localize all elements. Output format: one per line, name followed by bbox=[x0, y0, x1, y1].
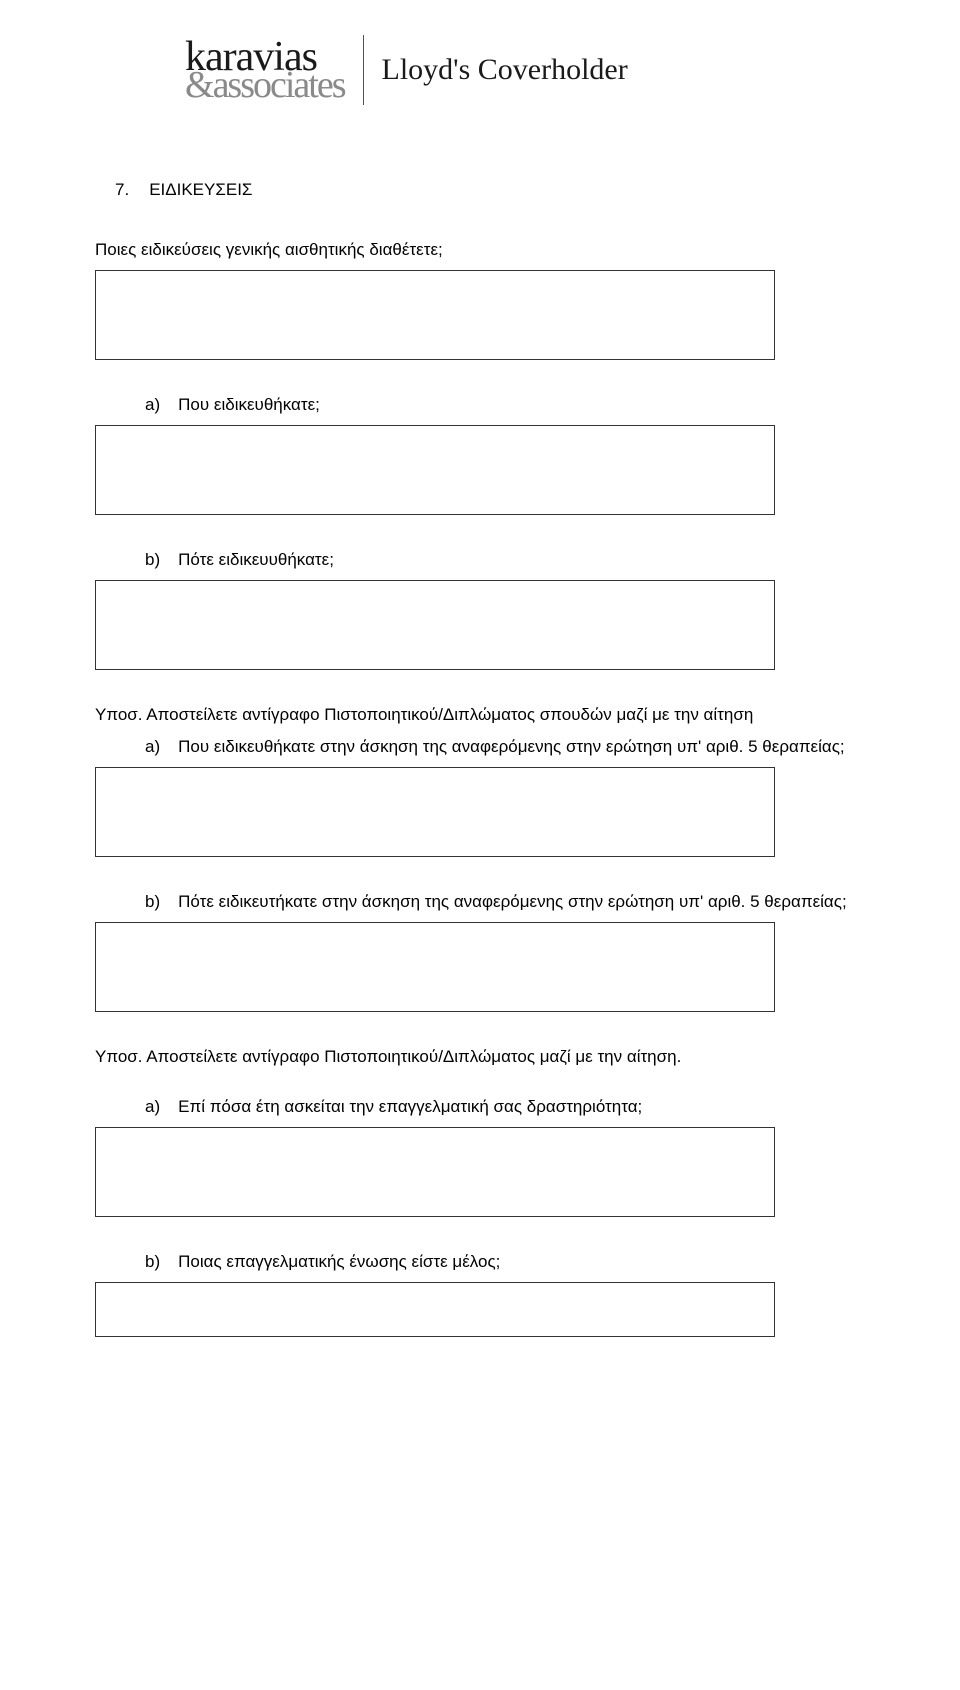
answer-field-2a[interactable] bbox=[95, 767, 775, 857]
question-3b-text: Ποιας επαγγελματικής ένωσης είστε μέλος; bbox=[178, 1252, 500, 1271]
question-group-2b: b) Πότε ειδικευτήκατε στην άσκηση της ανα… bbox=[95, 892, 865, 1012]
question-1a-text: Που ειδικευθήκατε; bbox=[178, 395, 320, 414]
question-1a-marker: a) bbox=[145, 395, 160, 415]
note-1: Υποσ. Αποστείλετε αντίγραφο Πιστοποιητικ… bbox=[95, 705, 865, 725]
form-content: 7. ΕΙΔΙΚΕΥΣΕΙΣ Ποιες ειδικεύσεις γενικής … bbox=[0, 120, 960, 1337]
section-heading: 7. ΕΙΔΙΚΕΥΣΕΙΣ bbox=[95, 180, 865, 200]
answer-field-1[interactable] bbox=[95, 270, 775, 360]
logo-associates-text: associates bbox=[213, 64, 345, 106]
question-group-3a: a) Επί πόσα έτη ασκείται την επαγγελματικ… bbox=[95, 1097, 865, 1217]
question-group-3b: b) Ποιας επαγγελματικής ένωσης είστε μέλο… bbox=[95, 1252, 865, 1337]
question-1b-marker: b) bbox=[145, 550, 160, 570]
answer-field-1b[interactable] bbox=[95, 580, 775, 670]
logo-subtitle: Lloyd's Coverholder bbox=[382, 53, 628, 87]
question-3a-marker: a) bbox=[145, 1097, 160, 1117]
question-3b-marker: b) bbox=[145, 1252, 160, 1272]
logo-ampersand: & bbox=[185, 64, 213, 106]
question-3b: b) Ποιας επαγγελματικής ένωσης είστε μέλο… bbox=[95, 1252, 865, 1272]
company-logo: karavias &associates Lloyd's Coverholder bbox=[185, 35, 628, 105]
logo-divider bbox=[363, 35, 364, 105]
question-group-1b: b) Πότε ειδικευυθήκατε; bbox=[95, 550, 865, 670]
question-2a: a) Που ειδικευθήκατε στην άσκηση της αναφ… bbox=[95, 737, 865, 757]
question-group-1a: a) Που ειδικευθήκατε; bbox=[95, 395, 865, 515]
answer-field-1a[interactable] bbox=[95, 425, 775, 515]
question-1-text: Ποιες ειδικεύσεις γενικής αισθητικής δια… bbox=[95, 240, 865, 260]
question-3a-text: Επί πόσα έτη ασκείται την επαγγελματική … bbox=[178, 1097, 642, 1116]
logo-left-block: karavias &associates bbox=[185, 36, 345, 104]
answer-field-3b[interactable] bbox=[95, 1282, 775, 1337]
question-2a-text: Που ειδικευθήκατε στην άσκηση της αναφερ… bbox=[178, 737, 845, 756]
logo-name-bottom: &associates bbox=[185, 66, 345, 104]
question-2a-marker: a) bbox=[145, 737, 160, 757]
answer-field-3a[interactable] bbox=[95, 1127, 775, 1217]
document-header: karavias &associates Lloyd's Coverholder bbox=[0, 0, 960, 120]
question-2b: b) Πότε ειδικευτήκατε στην άσκηση της ανα… bbox=[95, 892, 865, 912]
question-3a: a) Επί πόσα έτη ασκείται την επαγγελματικ… bbox=[95, 1097, 865, 1117]
section-title: ΕΙΔΙΚΕΥΣΕΙΣ bbox=[149, 180, 252, 199]
question-1a: a) Που ειδικευθήκατε; bbox=[95, 395, 865, 415]
question-group-2a: a) Που ειδικευθήκατε στην άσκηση της αναφ… bbox=[95, 737, 865, 857]
section-number: 7. bbox=[115, 180, 129, 200]
question-1b-text: Πότε ειδικευυθήκατε; bbox=[178, 550, 334, 569]
question-2b-marker: b) bbox=[145, 892, 160, 912]
question-group-1: Ποιες ειδικεύσεις γενικής αισθητικής δια… bbox=[95, 240, 865, 360]
note-2: Υποσ. Αποστείλετε αντίγραφο Πιστοποιητικ… bbox=[95, 1047, 865, 1067]
answer-field-2b[interactable] bbox=[95, 922, 775, 1012]
question-1b: b) Πότε ειδικευυθήκατε; bbox=[95, 550, 865, 570]
question-2b-text: Πότε ειδικευτήκατε στην άσκηση της αναφε… bbox=[178, 892, 847, 911]
